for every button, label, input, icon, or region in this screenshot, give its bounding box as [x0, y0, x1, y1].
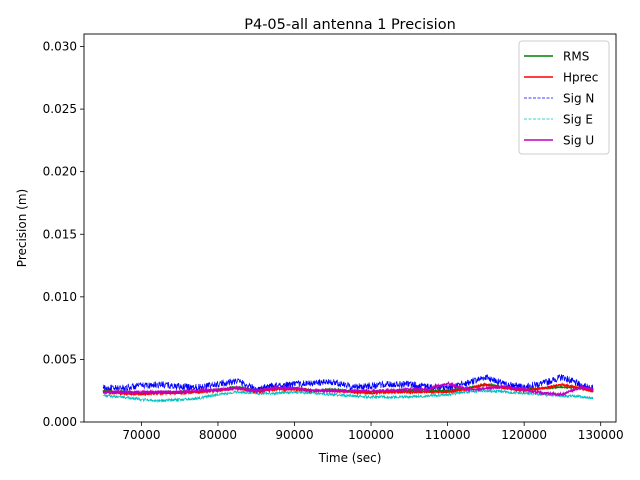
- x-tick-label: 110000: [425, 428, 471, 442]
- y-tick-label: 0.030: [43, 40, 77, 54]
- x-axis: 70000 80000 90000 100000 110000 120000 130000: [122, 422, 624, 442]
- series-line-sig-e: [102, 388, 594, 404]
- series-line-sig-u: [102, 380, 594, 398]
- legend-label: Sig U: [563, 134, 594, 148]
- legend-box: [518, 40, 610, 155]
- y-axis: 0.000 0.005 0.010 0.015 0.020 0.025 0.030: [43, 40, 84, 429]
- legend-label: Sig N: [563, 92, 594, 106]
- y-tick-label: 0.005: [43, 352, 77, 366]
- x-tick-label: 70000: [122, 428, 160, 442]
- x-tick-label: 120000: [501, 428, 547, 442]
- legend: RMS Hprec Sig N Sig E Sig U: [518, 40, 610, 155]
- y-tick-label: 0.015: [43, 227, 77, 241]
- y-tick-label: 0.000: [43, 415, 77, 429]
- y-tick-label: 0.025: [43, 102, 77, 116]
- y-tick-label: 0.020: [43, 165, 77, 179]
- legend-label: Hprec: [563, 71, 598, 85]
- chart-title: P4-05-all antenna 1 Precision: [244, 17, 456, 33]
- x-tick-label: 80000: [199, 428, 237, 442]
- y-tick-label: 0.010: [43, 290, 77, 304]
- y-axis-label: Precision (m): [15, 189, 29, 267]
- x-tick-label: 130000: [578, 428, 624, 442]
- x-tick-label: 90000: [275, 428, 313, 442]
- legend-label: Sig E: [563, 113, 593, 127]
- plot-area: [102, 374, 594, 404]
- x-tick-label: 100000: [348, 428, 394, 442]
- axes-frame: [83, 33, 617, 423]
- x-axis-label: Time (sec): [318, 451, 382, 465]
- legend-label: RMS: [563, 50, 589, 64]
